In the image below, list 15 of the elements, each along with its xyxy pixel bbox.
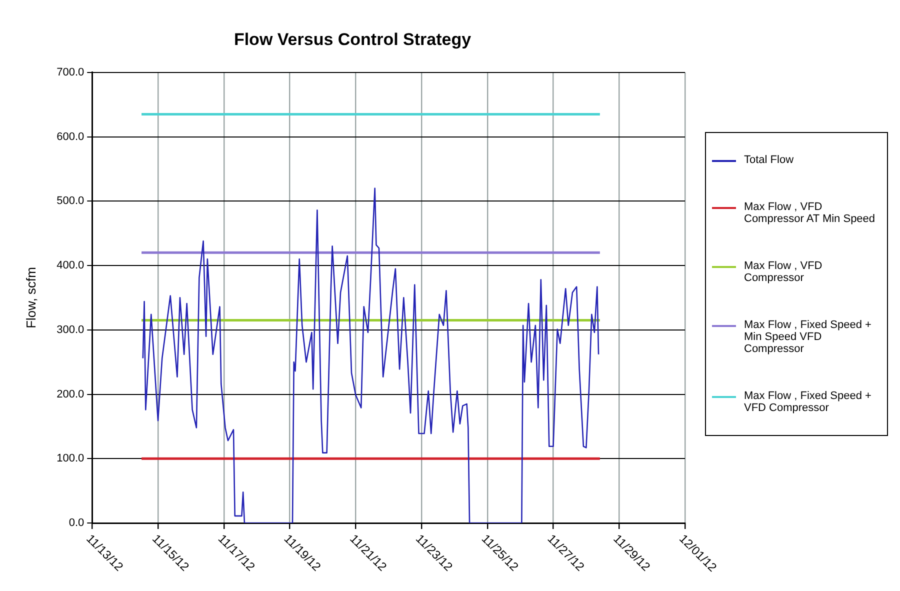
legend-label: Max Flow , VFD Compressor AT Min Speed [744, 201, 876, 226]
legend-label: Total Flow [744, 154, 794, 166]
y-tick-label: 100.0 [56, 452, 84, 465]
y-tick-label: 300.0 [56, 324, 84, 336]
y-tick-label: 700.0 [56, 66, 84, 78]
y-tick-label: 200.0 [56, 388, 84, 400]
y-tick-label: 600.0 [56, 130, 84, 143]
legend-label: Max Flow , Fixed Speed + Min Speed VFD Compressor [744, 318, 872, 355]
chart-title: Flow Versus Control Strategy [234, 30, 472, 49]
y-tick-label: 400.0 [56, 260, 84, 272]
y-tick-label: 0.0 [68, 517, 84, 530]
y-tick-label: 500.0 [56, 195, 84, 208]
legend-label: Max Flow , Fixed Speed + VFD Compressor [744, 390, 872, 414]
legend-label: Max Flow , VFD Compressor [744, 260, 824, 284]
y-axis-title: Flow, scfm [23, 266, 38, 328]
